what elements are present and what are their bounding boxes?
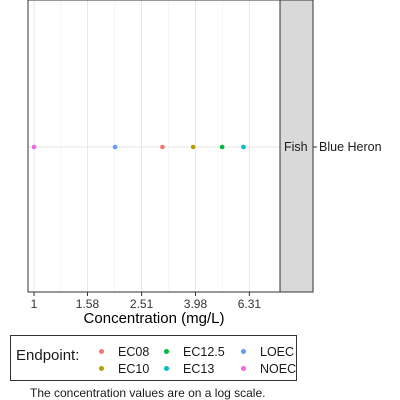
legend-item-noec: NOEC — [241, 362, 296, 376]
legend-item-ec08: EC08 — [99, 345, 149, 359]
legend-item-ec10: EC10 — [99, 362, 149, 376]
point-ec10 — [190, 144, 196, 150]
plot-border — [27, 0, 281, 293]
x-tick-label: 3.98 — [184, 297, 208, 311]
legend-item-ec13: EC13 — [164, 362, 214, 376]
legend-label: EC10 — [118, 362, 150, 376]
legend-key-dot — [164, 366, 169, 372]
point-ec12-5 — [219, 144, 225, 150]
x-tick-label: 1.58 — [76, 297, 100, 311]
legend-label: EC08 — [118, 345, 150, 359]
legend-item-ec12-5: EC12.5 — [164, 345, 225, 359]
point-ec13 — [241, 144, 246, 150]
facet-strip — [279, 0, 314, 293]
legend-label: LOEC — [260, 345, 295, 359]
legend-label: EC13 — [183, 362, 215, 376]
legend-key-dot — [164, 349, 169, 355]
legend: Endpoint: EC08 EC10 EC12.5 EC13 LOEC NOEC — [10, 335, 297, 381]
x-axis-title: Concentration (mg/L) — [84, 310, 225, 327]
legend-key-dot — [241, 366, 246, 372]
x-tick-label: 2.51 — [130, 297, 154, 311]
legend-key-dot — [99, 349, 104, 355]
facet-label: Fish — [284, 140, 308, 154]
legend-item-loec: LOEC — [241, 345, 294, 359]
point-ec08 — [160, 144, 165, 150]
legend-label: EC12.5 — [183, 345, 225, 359]
y-tick-label: Blue Heron — [319, 140, 382, 154]
plot-panel — [27, 0, 281, 293]
legend-title: Endpoint: — [16, 347, 80, 364]
point-loec — [112, 144, 118, 150]
x-tick-label: 1 — [31, 297, 38, 311]
x-tick-label: 6.31 — [238, 297, 262, 311]
caption: The concentration values are on a log sc… — [30, 386, 266, 400]
legend-key-dot — [99, 366, 104, 372]
legend-key-dot — [241, 349, 246, 355]
point-noec — [31, 144, 37, 150]
legend-label: NOEC — [260, 362, 297, 376]
